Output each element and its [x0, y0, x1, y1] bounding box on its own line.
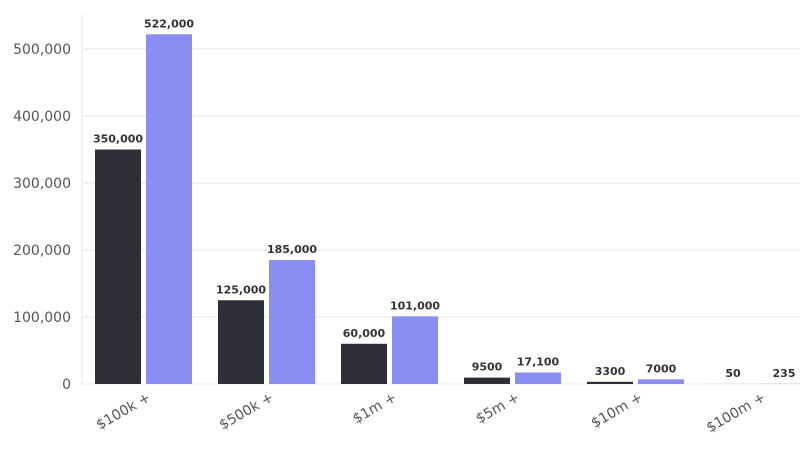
bar [638, 379, 684, 384]
bar [587, 381, 633, 384]
data-label: 235 [773, 367, 796, 380]
data-label: 3300 [595, 365, 626, 378]
y-tick-label: 400,000 [13, 109, 71, 125]
x-tick-label: $1m + [350, 390, 399, 428]
data-label: 350,000 [93, 133, 143, 146]
data-label: 9500 [472, 361, 503, 374]
data-label: 50 [725, 367, 741, 380]
x-tick-label: $5m + [473, 390, 522, 428]
bar [392, 316, 438, 384]
x-tick-label: $100m + [704, 390, 769, 437]
bar [218, 300, 264, 384]
data-label: 60,000 [343, 327, 386, 340]
data-label: 101,000 [390, 299, 440, 312]
x-tick-label: $100k + [94, 390, 154, 434]
y-tick-label: 500,000 [13, 42, 71, 58]
bar [341, 343, 387, 384]
bar [515, 372, 561, 384]
x-tick-label: $500k + [217, 390, 277, 434]
y-tick-label: 300,000 [13, 176, 71, 192]
x-tick-label: $10m + [589, 390, 646, 432]
data-label: 7000 [646, 362, 677, 375]
bar [95, 149, 141, 384]
data-label: 125,000 [216, 283, 266, 296]
bar [269, 260, 315, 384]
y-tick-label: 100,000 [13, 310, 71, 326]
data-label: 185,000 [267, 243, 317, 256]
bar [464, 377, 510, 384]
y-tick-label: 0 [62, 377, 71, 393]
data-label: 522,000 [144, 17, 194, 30]
data-label: 17,100 [517, 356, 560, 369]
y-tick-label: 200,000 [13, 243, 71, 259]
bar [146, 34, 192, 384]
